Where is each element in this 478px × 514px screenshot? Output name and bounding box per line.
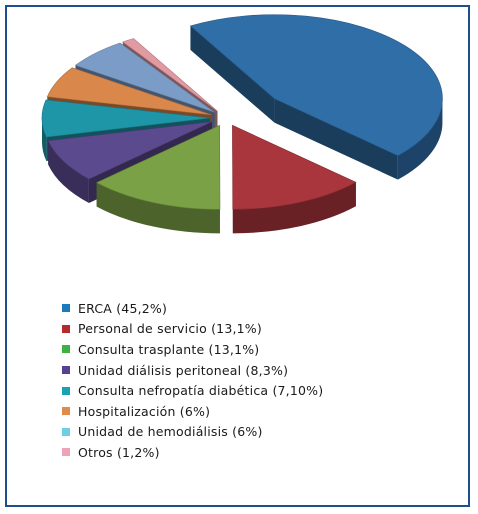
legend-swatch	[62, 407, 70, 416]
pie-slice	[189, 14, 443, 180]
pie-slice-wall	[274, 98, 398, 180]
legend-swatch	[62, 448, 70, 457]
legend-item: Hospitalización (6%)	[62, 401, 323, 422]
legend-label: Unidad diálisis peritoneal (8,3%)	[78, 362, 289, 378]
pie-slice-top	[96, 124, 221, 210]
legend-label: Personal de servicio (13,1%)	[78, 321, 262, 337]
pie-slice-side	[397, 98, 443, 180]
legend-item: Unidad diálisis peritoneal (8,3%)	[62, 360, 323, 381]
pie-slice	[232, 124, 357, 234]
legend-item: Consulta trasplante (13,1%)	[62, 339, 323, 360]
legend-swatch	[62, 345, 70, 354]
pie-slice-top	[47, 121, 213, 180]
pie-slice-top	[189, 14, 443, 156]
pie-chart	[41, 14, 443, 234]
legend-item: Unidad de hemodiálisis (6%)	[62, 422, 323, 443]
chart-legend: ERCA (45,2%) Personal de servicio (13,1%)…	[62, 298, 323, 463]
pie-slice-side	[96, 182, 220, 234]
legend-item: Personal de servicio (13,1%)	[62, 319, 323, 340]
legend-swatch	[62, 324, 70, 333]
pie-slice-top	[41, 99, 211, 138]
legend-swatch	[62, 304, 70, 313]
legend-label: ERCA (45,2%)	[78, 300, 168, 316]
pie-slice-side	[232, 182, 356, 234]
pie-slice-wall	[190, 25, 275, 123]
legend-item: Otros (1,2%)	[62, 442, 323, 463]
pie-slice-top	[232, 124, 357, 210]
legend-label: Hospitalización (6%)	[78, 403, 211, 419]
legend-label: Unidad de hemodiálisis (6%)	[78, 424, 263, 440]
legend-swatch	[62, 386, 70, 395]
pie-slice-top	[122, 38, 218, 112]
legend-swatch	[62, 427, 70, 436]
legend-label: Otros (1,2%)	[78, 444, 160, 460]
legend-swatch	[62, 366, 70, 375]
legend-item: ERCA (45,2%)	[62, 298, 323, 319]
legend-label: Consulta nefropatía diabética (7,10%)	[78, 383, 324, 399]
pie-slice-top	[46, 67, 212, 116]
legend-label: Consulta trasplante (13,1%)	[78, 341, 260, 357]
legend-item: Consulta nefropatía diabética (7,10%)	[62, 380, 323, 401]
pie-slice	[96, 124, 221, 234]
pie-slices	[41, 14, 443, 234]
pie-slice-top	[74, 42, 215, 113]
